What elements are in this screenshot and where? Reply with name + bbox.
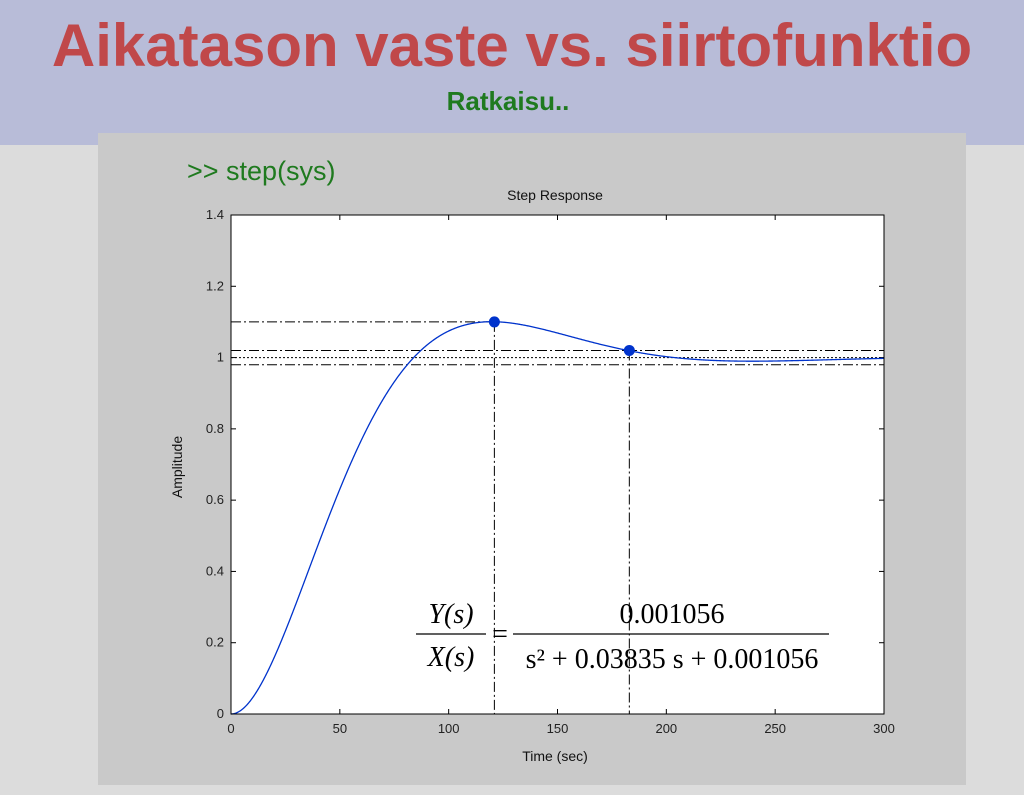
matlab-command: >> step(sys) — [187, 156, 336, 186]
y-tick-label: 0.8 — [206, 421, 224, 436]
axis-ticks — [230, 214, 885, 715]
formula-lhs-numerator: Y(s) — [428, 599, 473, 630]
y-tick-label: 1.2 — [206, 278, 224, 293]
y-tick-label: 0 — [217, 706, 224, 721]
plot-area — [231, 215, 884, 714]
y-tick-label: 0.4 — [206, 563, 224, 578]
slide-header — [0, 0, 1024, 145]
x-axis-label: Time (sec) — [522, 748, 588, 764]
formula-equals-sign: = — [492, 619, 508, 650]
y-tick-label: 0.6 — [206, 492, 224, 507]
y-tick-label: 0.2 — [206, 635, 224, 650]
step-response-curve — [230, 321, 885, 715]
plot-frame — [230, 214, 885, 715]
y-tick-label: 1.4 — [206, 207, 224, 222]
x-tick-label: 300 — [873, 721, 895, 736]
x-tick-label: 50 — [333, 721, 347, 736]
x-tick-label: 200 — [655, 721, 677, 736]
y-tick-labels: 0 0.2 0.4 0.6 0.8 1 1.2 1.4 — [206, 207, 224, 721]
x-tick-label: 150 — [547, 721, 569, 736]
settling-marker — [623, 344, 635, 356]
y-tick-label: 1 — [217, 350, 224, 365]
formula-rhs-numerator: 0.001056 — [620, 599, 725, 630]
chart-title: Step Response — [507, 187, 603, 203]
x-tick-label: 250 — [764, 721, 786, 736]
response-markers — [488, 316, 635, 356]
x-tick-label: 0 — [227, 721, 234, 736]
slide-subtitle: Ratkaisu.. — [446, 86, 570, 116]
formula-rhs-denominator: s² + 0.03835 s + 0.001056 — [526, 644, 819, 675]
x-tick-label: 100 — [438, 721, 460, 736]
y-axis-label: Amplitude — [169, 436, 185, 498]
peak-marker — [488, 316, 500, 328]
reference-lines — [231, 321, 884, 714]
formula-lhs-denominator: X(s) — [427, 642, 475, 673]
slide-title: Aikatason vaste vs. siirtofunktio — [51, 12, 973, 79]
x-tick-labels: 0 50 100 150 200 250 300 — [227, 721, 894, 736]
transfer-function-formula: Y(s) X(s) = 0.001056 s² + 0.03835 s + 0.… — [416, 599, 829, 675]
